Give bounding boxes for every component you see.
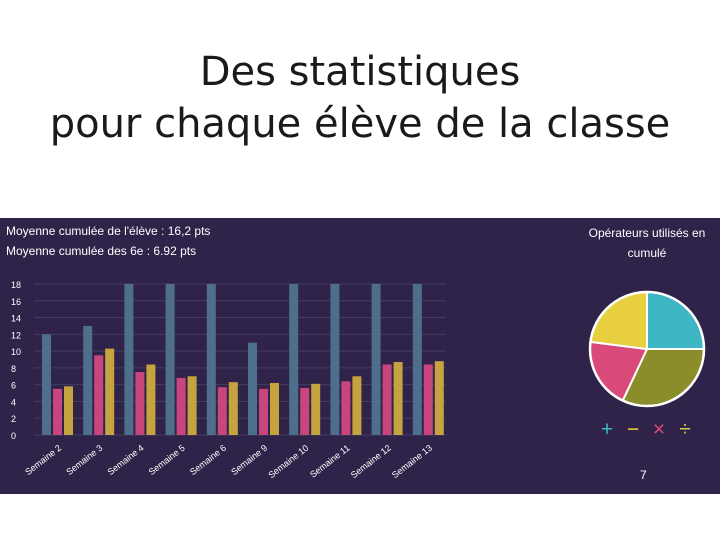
x-tick-label: Semaine 4: [106, 443, 146, 477]
operators-pie-chart: [588, 290, 706, 408]
bar-1: [165, 284, 175, 435]
operator-legend: + − × ÷: [596, 418, 696, 442]
pie-title-line-2: cumulé: [627, 246, 667, 260]
y-tick-label: 18: [11, 280, 21, 290]
y-tick-label: 14: [11, 314, 21, 324]
bar-3: [228, 382, 238, 435]
statistics-screenshot: Moyenne cumulée de l'élève : 16,2 pts Mo…: [0, 218, 720, 494]
slide-title-line-2: pour chaque élève de la classe: [49, 101, 671, 147]
y-tick-label: 10: [11, 347, 21, 357]
minus-icon: −: [626, 418, 640, 441]
bar-2: [94, 355, 104, 435]
x-tick-label: Semaine 5: [147, 443, 187, 477]
x-tick-label: Semaine 11: [308, 443, 351, 480]
bar-1: [248, 342, 257, 435]
bar-2: [300, 388, 310, 435]
bar-3: [105, 348, 115, 435]
divide-icon: ÷: [679, 418, 691, 441]
bar-2: [259, 388, 268, 435]
y-tick-label: 16: [11, 297, 21, 307]
class-average-label: Moyenne cumulée des 6e : 6.92 pts: [6, 244, 197, 258]
slide-title: Des statistiques pour chaque élève de la…: [0, 46, 720, 150]
x-tick-label: Semaine 10: [266, 443, 310, 480]
y-tick-label: 6: [11, 381, 16, 391]
student-average-label: Moyenne cumulée de l'élève : 16,2 pts: [6, 224, 211, 238]
bar-2: [217, 387, 227, 435]
bar-3: [187, 376, 197, 435]
bar-1: [83, 325, 93, 435]
y-tick-label: 12: [11, 330, 21, 340]
bar-1: [330, 284, 340, 435]
y-tick-label: 2: [11, 414, 16, 424]
bar-2: [53, 388, 62, 435]
x-tick-label: Semaine 6: [188, 443, 228, 477]
bar-2: [382, 364, 392, 435]
x-tick-label: Semaine 12: [349, 443, 393, 480]
bar-3: [311, 383, 321, 435]
bar-1: [371, 284, 381, 435]
bar-3: [393, 362, 403, 435]
footer-value: 7: [640, 468, 647, 482]
bar-2: [341, 381, 351, 435]
x-tick-label: Semaine 3: [64, 443, 104, 477]
y-tick-label: 0: [11, 431, 16, 441]
pie-outline: [588, 290, 706, 408]
plus-icon: +: [600, 418, 614, 441]
bar-3: [434, 361, 444, 435]
x-tick-label: Semaine 2: [23, 443, 63, 477]
bar-3: [64, 386, 73, 435]
bar-2: [423, 364, 433, 435]
bar-3: [270, 382, 279, 435]
pie-title-line-1: Opérateurs utilisés en: [588, 226, 706, 240]
bar-3: [352, 376, 362, 435]
bar-2: [176, 377, 186, 435]
bar-1: [289, 284, 299, 435]
y-tick-label: 4: [11, 397, 16, 407]
pie-chart-title: Opérateurs utilisés en cumulé: [574, 223, 720, 263]
bar-1: [42, 334, 51, 435]
bar-1: [412, 284, 422, 435]
x-tick-label: Semaine 13: [390, 443, 434, 480]
x-tick-label: Semaine 9: [229, 443, 269, 477]
bar-1: [124, 284, 134, 435]
slide-title-line-1: Des statistiques: [199, 49, 521, 95]
times-icon: ×: [652, 418, 666, 441]
bar-3: [146, 364, 156, 435]
bar-1: [206, 284, 216, 435]
y-tick-label: 8: [11, 364, 16, 374]
bar-2: [135, 372, 145, 435]
